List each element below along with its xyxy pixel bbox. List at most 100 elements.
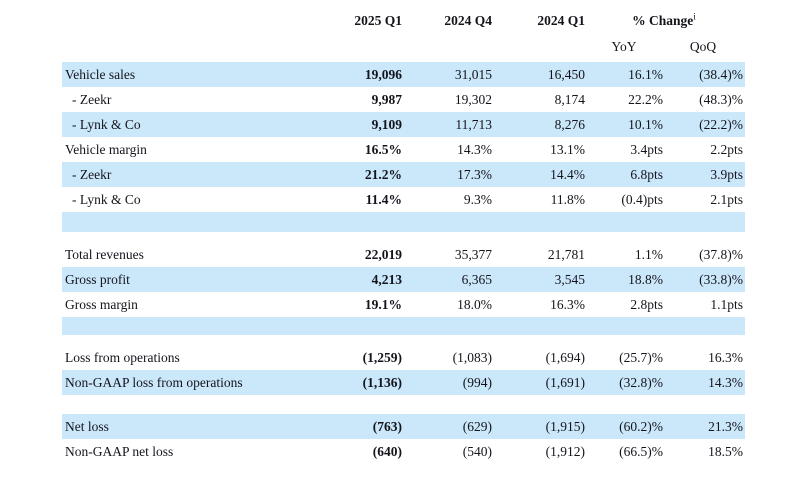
value-cell: 8,276 — [554, 117, 585, 132]
value-cell: 14.3% — [708, 375, 743, 390]
value-cell: 1.1pts — [710, 297, 743, 312]
footnote-marker: i — [693, 11, 696, 22]
value-cell: (994) — [462, 375, 492, 390]
financial-results-table: 2025 Q1 2024 Q4 2024 Q1 % Changei YoY Qo… — [62, 0, 745, 464]
table-row: - Lynk & Co 11.4% 9.3% 11.8% (0.4)pts 2.1pts — [62, 187, 745, 212]
column-header-2024-q4: 2024 Q4 — [444, 13, 492, 28]
table-row: Non-GAAP loss from operations (1,136) (994… — [62, 370, 745, 395]
header-spacer — [402, 37, 492, 56]
column-header-2025-q1: 2025 Q1 — [354, 13, 402, 28]
value-cell: 35,377 — [454, 247, 492, 262]
column-header-pct-change: % Changei — [585, 11, 743, 30]
value-cell: (1,259) — [362, 350, 402, 365]
column-header-2024-q1: 2024 Q1 — [537, 13, 585, 28]
value-cell: (33.8)% — [699, 272, 743, 287]
value-cell: (1,083) — [452, 350, 492, 365]
value-cell: 14.4% — [550, 167, 585, 182]
header-label-spacer — [62, 37, 320, 56]
value-cell: 6.8pts — [630, 167, 663, 182]
value-cell: 16,450 — [547, 67, 585, 82]
value-cell: 18.5% — [708, 444, 743, 459]
value-cell: (1,691) — [545, 375, 585, 390]
table-row: - Lynk & Co 9,109 11,713 8,276 10.1% (22.2)% — [62, 112, 745, 137]
row-label: Vehicle sales — [65, 67, 136, 82]
row-label: Net loss — [65, 419, 109, 434]
value-cell: (25.7)% — [619, 350, 663, 365]
value-cell: 6,365 — [461, 272, 492, 287]
value-cell: 3.4pts — [630, 142, 663, 157]
value-cell: 4,213 — [371, 272, 402, 287]
table-row: Gross margin 19.1% 18.0% 16.3% 2.8pts 1.1pts — [62, 292, 745, 317]
value-cell: 17.3% — [457, 167, 492, 182]
value-cell: 11.8% — [550, 192, 585, 207]
value-cell: (37.8)% — [699, 247, 743, 262]
value-cell: (22.2)% — [699, 117, 743, 132]
value-cell: 2.8pts — [630, 297, 663, 312]
table-header: 2025 Q1 2024 Q4 2024 Q1 % Changei YoY Qo… — [62, 0, 745, 62]
value-cell: 21.2% — [364, 167, 402, 182]
spacer-row — [62, 232, 745, 242]
table-row: - Zeekr 9,987 19,302 8,174 22.2% (48.3)% — [62, 87, 745, 112]
value-cell: 9.3% — [463, 192, 492, 207]
pct-change-label: % Change — [632, 13, 694, 28]
spacer-row — [62, 212, 745, 232]
value-cell: (38.4)% — [699, 67, 743, 82]
value-cell: 16.3% — [550, 297, 585, 312]
value-cell: 9,109 — [371, 117, 402, 132]
table-row: Non-GAAP net loss (640) (540) (1,912) (66.5)… — [62, 439, 745, 464]
value-cell: 3.9pts — [710, 167, 743, 182]
value-cell: 2.1pts — [710, 192, 743, 207]
value-cell: 19,096 — [364, 67, 402, 82]
value-cell: (763) — [372, 419, 402, 434]
table-body: Vehicle sales 19,096 31,015 16,450 16.1% (38.… — [62, 62, 745, 464]
value-cell: 18.8% — [628, 272, 663, 287]
value-cell: 11.4% — [365, 192, 402, 207]
header-label-spacer — [62, 11, 320, 30]
spacer-row — [62, 395, 745, 414]
value-cell: (1,912) — [545, 444, 585, 459]
value-cell: 13.1% — [550, 142, 585, 157]
row-label: Total revenues — [65, 247, 144, 262]
value-cell: (1,136) — [362, 375, 402, 390]
value-cell: (629) — [462, 419, 492, 434]
value-cell: 22,019 — [364, 247, 402, 262]
value-cell: 14.3% — [457, 142, 492, 157]
table-row: Vehicle sales 19,096 31,015 16,450 16.1% (38.… — [62, 62, 745, 87]
spacer-row — [62, 335, 745, 345]
row-label: Gross margin — [65, 297, 138, 312]
value-cell: (60.2)% — [619, 419, 663, 434]
value-cell: (1,694) — [545, 350, 585, 365]
row-label: Loss from operations — [65, 350, 180, 365]
value-cell: 11,713 — [455, 117, 492, 132]
value-cell: 8,174 — [554, 92, 585, 107]
value-cell: 9,987 — [371, 92, 402, 107]
value-cell: 19,302 — [454, 92, 492, 107]
value-cell: 21,781 — [547, 247, 585, 262]
value-cell: (32.8)% — [619, 375, 663, 390]
value-cell: 18.0% — [457, 297, 492, 312]
value-cell: 16.3% — [708, 350, 743, 365]
row-label: Non-GAAP loss from operations — [65, 375, 243, 390]
table-header-row-change: YoY QoQ — [62, 37, 745, 56]
header-spacer — [492, 37, 585, 56]
column-header-yoy: YoY — [611, 39, 637, 54]
table-row: Gross profit 4,213 6,365 3,545 18.8% (33.8)% — [62, 267, 745, 292]
value-cell: 16.1% — [628, 67, 663, 82]
row-label: Vehicle margin — [65, 142, 147, 157]
value-cell: 10.1% — [628, 117, 663, 132]
value-cell: 3,545 — [554, 272, 585, 287]
value-cell: (0.4)pts — [621, 192, 663, 207]
column-header-qoq: QoQ — [689, 39, 717, 54]
table-header-row-periods: 2025 Q1 2024 Q4 2024 Q1 % Changei — [62, 0, 745, 30]
row-label: - Lynk & Co — [72, 117, 141, 132]
row-label: - Zeekr — [72, 167, 112, 182]
value-cell: 31,015 — [454, 67, 492, 82]
value-cell: 21.3% — [708, 419, 743, 434]
row-label: Non-GAAP net loss — [65, 444, 174, 459]
table-row: - Zeekr 21.2% 17.3% 14.4% 6.8pts 3.9pts — [62, 162, 745, 187]
row-label: - Zeekr — [72, 92, 112, 107]
value-cell: (1,915) — [545, 419, 585, 434]
value-cell: (640) — [372, 444, 402, 459]
row-label: - Lynk & Co — [72, 192, 141, 207]
